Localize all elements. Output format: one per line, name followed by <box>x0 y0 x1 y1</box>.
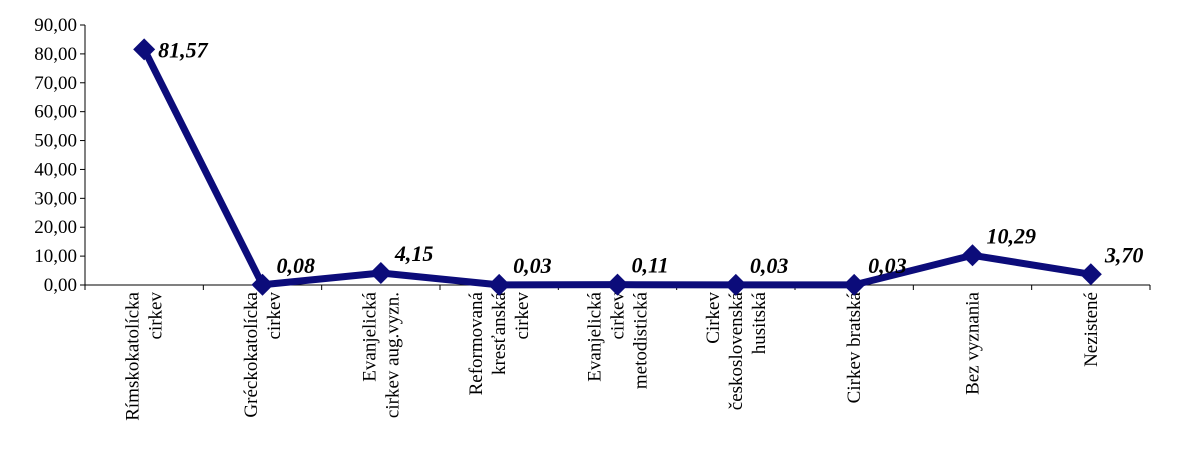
y-tick-label: 70,00 <box>34 73 77 94</box>
data-label: 3,70 <box>1104 242 1144 267</box>
x-category-label: kresťanská <box>489 291 510 375</box>
data-label: 0,03 <box>750 253 789 278</box>
x-category-label: Bez vyznania <box>963 291 984 394</box>
data-point-marker <box>369 262 392 285</box>
x-category-label: Cirkev <box>703 292 724 344</box>
x-category-label: Nezistené <box>1081 292 1102 367</box>
data-label: 81,57 <box>158 37 209 62</box>
y-tick-label: 30,00 <box>34 188 77 209</box>
data-point-marker <box>606 273 629 296</box>
x-category-label: metodistická <box>631 291 652 389</box>
x-category-label: cirkev <box>146 292 167 340</box>
x-category-label: cirkev aug.vyzn. <box>382 292 403 418</box>
data-label: 4,15 <box>394 241 434 266</box>
data-label: 0,03 <box>868 253 907 278</box>
x-category-label: Gréckokatolícka <box>241 291 262 417</box>
data-point-marker <box>1079 263 1102 286</box>
x-category-label: Evanjelická <box>359 291 380 381</box>
y-tick-label: 40,00 <box>34 159 77 180</box>
data-point-marker <box>133 38 156 61</box>
x-category-label: Rímskokatolícka <box>123 291 144 420</box>
x-category-label: Reformovaná <box>466 291 487 395</box>
data-labels: 81,57 0,08 4,15 0,03 0,11 0,03 0,03 10,29 3,70 <box>158 37 1143 278</box>
y-tick-label: 60,00 <box>34 102 77 123</box>
series-line <box>141 47 1092 289</box>
data-label: 0,11 <box>632 253 669 278</box>
y-tick-label: 10,00 <box>34 246 77 267</box>
data-label: 0,03 <box>513 253 552 278</box>
data-markers <box>133 38 1102 296</box>
data-point-marker <box>961 244 984 267</box>
data-point-marker <box>488 273 511 296</box>
x-category-label: Cirkev bratská <box>844 291 865 403</box>
data-label: 0,08 <box>277 253 316 278</box>
series-line-path <box>141 47 1092 289</box>
y-tick-label: 80,00 <box>34 44 77 65</box>
y-tick-label: 90,00 <box>34 15 77 36</box>
y-tick-label: 20,00 <box>34 217 77 238</box>
x-axis-ticks: Rímskokatolícka cirkev Gréckokatolícka cirk… <box>84 285 1151 421</box>
data-label: 10,29 <box>987 223 1037 248</box>
y-tick-label: 50,00 <box>34 131 77 152</box>
x-category-label: cirkev <box>608 292 629 340</box>
y-axis-ticks: 0,00 10,00 20,00 30,00 40,00 50,00 60,00 70,00 8… <box>34 15 85 296</box>
data-point-marker <box>724 273 747 296</box>
data-point-marker <box>843 273 866 296</box>
x-category-label: Evanjelická <box>585 291 606 381</box>
x-category-label: cirkev <box>264 292 285 340</box>
x-category-label: cirkev <box>512 292 533 340</box>
x-category-label: československá <box>726 291 747 410</box>
x-category-label: husitská <box>749 291 770 354</box>
y-tick-label: 0,00 <box>44 275 77 296</box>
data-point-marker <box>251 273 274 296</box>
